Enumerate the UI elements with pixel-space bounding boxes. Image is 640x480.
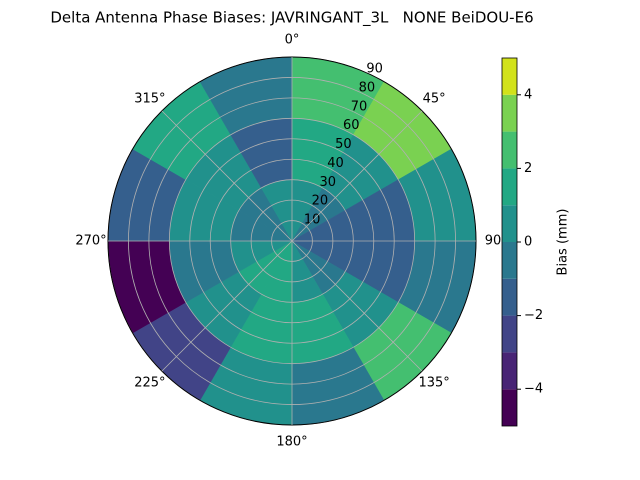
theta-tick-label: 180° bbox=[276, 435, 307, 450]
polar-grid: 1020304050607080900°45°90135°180°225°270… bbox=[75, 33, 501, 450]
r-tick-label: 70 bbox=[351, 99, 368, 114]
colorbar-segment bbox=[502, 131, 517, 169]
r-tick-label: 50 bbox=[335, 137, 352, 152]
theta-tick-label: 45° bbox=[423, 91, 446, 106]
theta-tick-label: 135° bbox=[418, 376, 449, 391]
colorbar-segment bbox=[502, 58, 517, 95]
theta-tick-label: 0° bbox=[285, 33, 300, 48]
r-tick-label: 40 bbox=[327, 156, 344, 171]
colorbar-segment bbox=[502, 278, 517, 316]
theta-tick-label: 90 bbox=[485, 234, 502, 249]
r-tick-label: 20 bbox=[312, 194, 329, 209]
colorbar-segment bbox=[502, 168, 517, 206]
grid-spoke bbox=[161, 110, 293, 242]
r-tick-label: 60 bbox=[343, 118, 360, 133]
colorbar-label: Bias (mm) bbox=[556, 209, 571, 276]
colorbar-segment bbox=[502, 94, 517, 132]
colorbar-segment bbox=[502, 315, 517, 353]
colorbar-segment bbox=[502, 389, 517, 426]
colorbar-tick-label: 2 bbox=[524, 161, 532, 176]
theta-tick-label: 270° bbox=[75, 234, 106, 249]
chart-title: Delta Antenna Phase Biases: JAVRINGANT_3… bbox=[50, 9, 533, 28]
colorbar-segment bbox=[502, 242, 517, 279]
colorbar-tick-label: −2 bbox=[524, 308, 543, 323]
colorbar-segment bbox=[502, 205, 517, 242]
theta-tick-label: 315° bbox=[134, 91, 165, 106]
colorbar: −4 −2 0 2 4 Bias (mm) bbox=[501, 57, 571, 427]
colorbar-segment bbox=[502, 352, 517, 390]
r-tick-label: 90 bbox=[366, 62, 383, 77]
theta-tick-label: 225° bbox=[134, 376, 165, 391]
colorbar-tick-label: −4 bbox=[524, 382, 543, 397]
grid-spoke bbox=[291, 110, 423, 242]
colorbar-tick-label: 0 bbox=[524, 235, 532, 250]
r-tick-label: 80 bbox=[359, 80, 376, 95]
grid-spoke bbox=[161, 240, 293, 372]
grid-spoke bbox=[291, 240, 423, 372]
colorbar-tick-label: 4 bbox=[524, 87, 532, 102]
r-tick-label: 30 bbox=[319, 175, 336, 190]
